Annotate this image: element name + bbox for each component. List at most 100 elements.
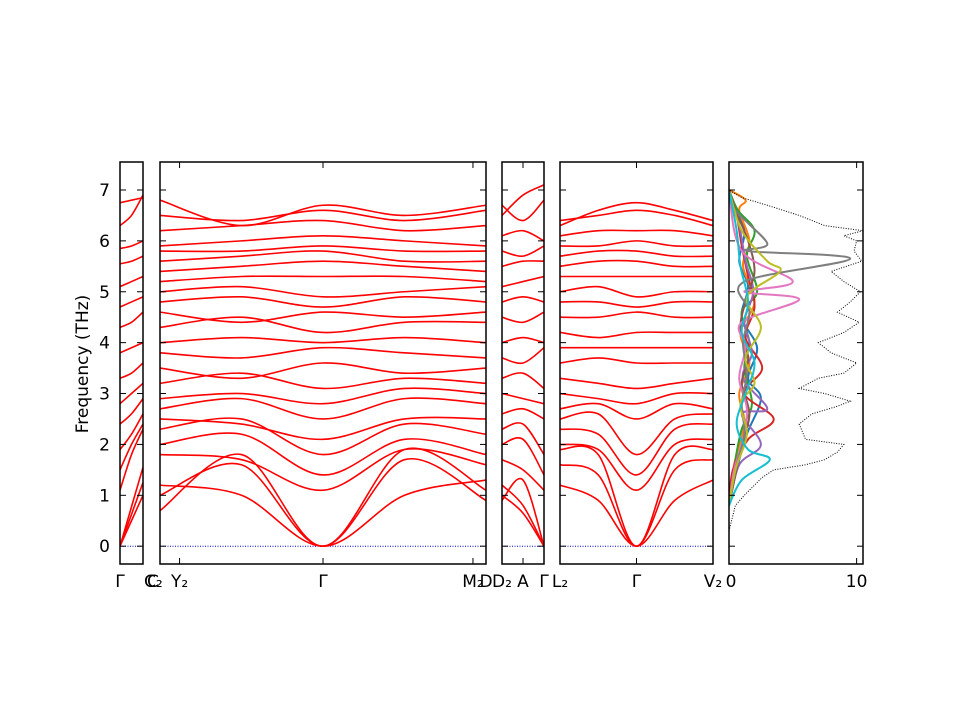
y-tick-label: 5 <box>99 283 110 303</box>
band-line <box>160 457 486 547</box>
band-line <box>120 196 143 204</box>
band-line <box>502 477 544 547</box>
band-line <box>120 413 143 450</box>
band-line <box>120 311 143 329</box>
band-line <box>502 372 544 390</box>
band-panel-seg4: L₂ Γ V₂ <box>552 161 722 592</box>
band-line <box>502 347 544 365</box>
band-line <box>120 494 143 547</box>
band-panel-seg3: D₂ A Γ <box>492 161 549 592</box>
band-line <box>560 377 713 390</box>
band-line <box>502 484 544 547</box>
band-line <box>120 423 143 471</box>
x-tick-label: A <box>517 572 529 592</box>
band-line <box>160 417 486 456</box>
band-line <box>160 447 486 547</box>
band-line <box>160 234 486 247</box>
x-tick-label: M₂ <box>462 572 483 592</box>
band-line <box>160 250 486 263</box>
x-tick-label: Γ <box>115 572 125 592</box>
x-tick-label: C <box>147 572 159 592</box>
band-line <box>502 458 544 491</box>
x-tick-label: D₂ <box>492 572 512 592</box>
band-line <box>120 275 143 288</box>
band-line <box>120 398 143 425</box>
band-line <box>560 445 713 547</box>
band-line <box>120 255 143 265</box>
x-tick-label: Γ <box>318 572 328 592</box>
band-line <box>160 387 486 405</box>
band-line <box>120 382 143 405</box>
band-line <box>160 285 486 298</box>
band-line <box>560 411 713 456</box>
x-tick-label: Y₂ <box>170 572 188 592</box>
band-line <box>502 260 544 268</box>
band-line <box>560 311 713 319</box>
dos-partial-line <box>729 189 852 506</box>
band-line <box>160 346 486 359</box>
band-line <box>160 260 486 273</box>
band-line <box>502 336 544 344</box>
band-line <box>560 300 713 308</box>
band-line <box>502 245 544 258</box>
x-tick-label: D <box>479 572 492 592</box>
band-line <box>160 448 486 492</box>
y-axis-title: Frequency (THz) <box>73 295 93 434</box>
dos-x-tick-label: 0 <box>726 572 737 592</box>
band-line <box>120 428 143 491</box>
x-tick-label: Γ <box>539 572 549 592</box>
band-line <box>160 336 486 344</box>
band-line <box>560 402 713 420</box>
band-line <box>502 311 544 324</box>
x-tick-label: Γ <box>632 572 642 592</box>
band-line <box>502 275 544 288</box>
y-tick-label: 7 <box>99 181 110 201</box>
dos-frame <box>728 161 864 565</box>
band-line <box>160 397 486 420</box>
band-line <box>120 296 143 308</box>
band-line <box>560 458 713 547</box>
band-line <box>560 438 713 492</box>
band-line <box>560 229 713 237</box>
panel-frame <box>119 161 144 565</box>
dos-total-line <box>729 189 863 532</box>
band-line <box>160 219 486 232</box>
band-line <box>502 407 544 420</box>
y-tick-label: 6 <box>99 232 110 252</box>
band-line <box>502 494 544 547</box>
band-line <box>560 249 713 258</box>
band-line <box>560 259 713 268</box>
band-line <box>120 362 143 380</box>
dos-panel: 0 10 <box>726 161 868 592</box>
band-line <box>502 296 544 303</box>
x-tick-label: L₂ <box>552 572 568 592</box>
x-tick-label: C₂ <box>144 572 163 592</box>
dos-partial-line <box>729 189 775 506</box>
band-line <box>502 392 544 405</box>
band-line <box>160 372 486 390</box>
y-tick-label: 4 <box>99 334 110 354</box>
band-line <box>502 422 544 456</box>
band-line <box>160 416 486 441</box>
band-line <box>502 229 544 242</box>
y-tick-label: 0 <box>99 537 110 557</box>
band-line <box>560 357 713 365</box>
dos-x-tick-label: 10 <box>846 572 868 592</box>
band-panel-seg1: Γ C 0 1 2 3 4 5 6 7 <box>99 161 159 592</box>
band-line <box>160 362 486 380</box>
band-line <box>120 240 143 250</box>
band-line <box>160 275 486 283</box>
band-line <box>160 295 486 308</box>
y-tick-label: 3 <box>99 385 110 405</box>
x-tick-label: V₂ <box>704 572 722 592</box>
dos-partial-line <box>729 189 782 506</box>
band-line <box>560 422 713 476</box>
band-line <box>120 341 143 354</box>
band-line <box>502 199 544 222</box>
band-line <box>502 437 544 476</box>
y-tick-label: 1 <box>99 486 110 506</box>
band-line <box>560 285 713 298</box>
band-line <box>560 240 713 248</box>
